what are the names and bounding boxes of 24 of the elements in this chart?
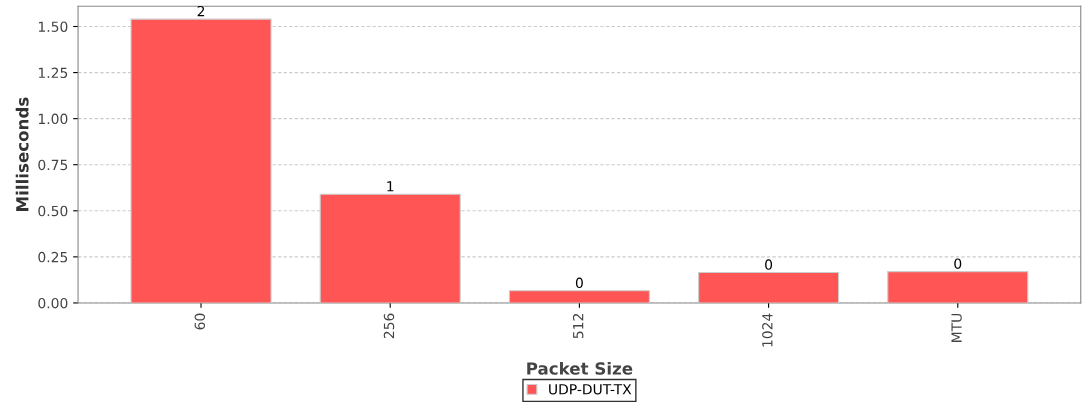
y-tick-label: 0.50 <box>38 205 68 217</box>
y-tick-label: 1.25 <box>38 67 68 79</box>
bar <box>508 290 650 303</box>
x-tick-label: 256 <box>383 313 395 339</box>
y-tick-label: 1.50 <box>38 21 68 32</box>
y-tick-label: 1.00 <box>38 113 68 125</box>
x-tick-label: MTU <box>951 313 962 342</box>
y-tick-label: 0.25 <box>38 251 68 263</box>
data-label: 0 <box>765 259 773 270</box>
data-label: 2 <box>197 5 205 17</box>
x-tick-label: 512 <box>572 314 584 339</box>
legend-label: UDP-DUT-TX <box>549 384 632 395</box>
data-label: 1 <box>387 181 394 192</box>
data-label: 0 <box>575 277 583 289</box>
data-label: 0 <box>954 258 962 269</box>
bar <box>698 271 840 303</box>
bar <box>130 18 272 303</box>
x-axis-title: Packet Size <box>527 361 633 375</box>
y-tick-label: 0.75 <box>38 159 68 171</box>
bar <box>887 271 1029 303</box>
y-axis-title: Milliseconds <box>15 97 29 211</box>
y-tick-label: 0.00 <box>38 297 68 309</box>
x-tick-label: 60 <box>194 313 206 330</box>
x-tick-label: 1024 <box>762 313 773 347</box>
